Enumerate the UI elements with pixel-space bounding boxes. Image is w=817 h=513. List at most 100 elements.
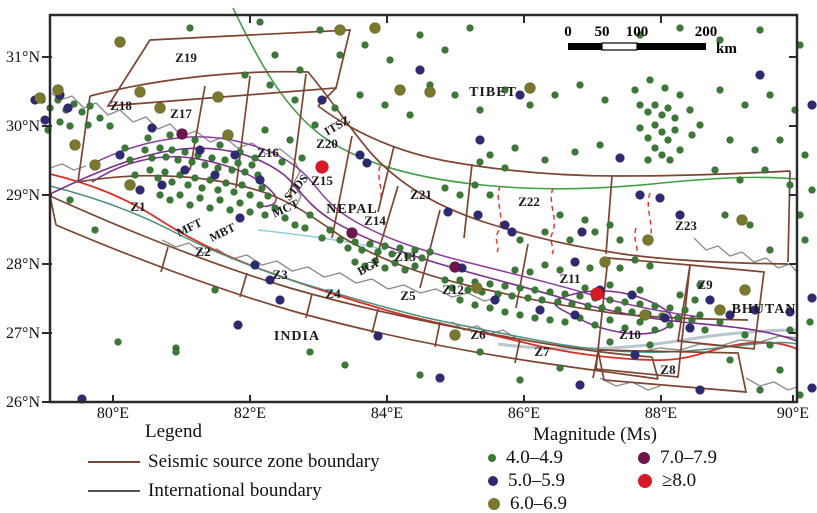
magnitude-range-label: 7.0–7.9: [660, 447, 717, 468]
earthquake-dot-m4: [186, 201, 194, 209]
legend-title: Legend: [145, 421, 202, 442]
earthquake-dot-m6: [124, 179, 136, 191]
earthquake-dot-m4: [161, 168, 169, 176]
zone-label-z16: Z16: [257, 145, 279, 160]
earthquake-dot-m5: [725, 310, 735, 320]
earthquake-dot-m4: [676, 291, 684, 299]
region-label-nepal: NEPAL: [326, 202, 377, 217]
earthquake-dot-m4: [586, 264, 594, 272]
zone-label-z1: Z1: [130, 199, 145, 214]
fault-label-mbt: MBT: [207, 220, 238, 245]
earthquake-dot-m4: [184, 181, 192, 189]
earthquake-dot-m4: [448, 284, 456, 292]
earthquake-dot-m4: [621, 298, 629, 306]
zone-label-z5: Z5: [400, 288, 416, 303]
earthquake-dot-m6: [69, 139, 81, 151]
earthquake-dot-m4: [486, 191, 494, 199]
earthquake-dot-m4: [688, 316, 696, 324]
earthquake-dot-m4: [156, 191, 164, 199]
earthquake-dot-m4: [674, 314, 682, 322]
scale-tick-label: 50: [595, 24, 610, 40]
earthquake-dot-m6: [222, 129, 234, 141]
earthquake-dot-m4: [174, 156, 182, 164]
earthquake-dot-m4: [226, 206, 234, 214]
earthquake-dot-m5: [695, 385, 705, 395]
earthquake-dot-m4: [476, 106, 484, 114]
earthquake-dot-m4: [326, 226, 334, 234]
earthquake-dot-m5: [615, 153, 625, 163]
earthquake-dot-m4: [716, 86, 724, 94]
earthquake-dot-m4: [256, 18, 264, 26]
earthquake-dot-m5: [115, 150, 125, 160]
earthquake-dot-m4: [541, 228, 549, 236]
earthquake-dot-m4: [168, 178, 176, 186]
legend-item-zone-boundary: Seismic source zone boundary: [88, 451, 418, 472]
earthquake-dot-m4: [726, 136, 734, 144]
zone-label-z13: Z13: [394, 249, 416, 264]
earthquake-dot-m4: [644, 156, 652, 164]
earthquake-dot-m4: [636, 300, 644, 308]
region-label-bhutan: BHUTAN: [732, 302, 797, 317]
earthquake-dot-m4: [721, 211, 729, 219]
earthquake-dot-m4: [651, 121, 659, 129]
earthquake-dot-m4: [86, 102, 94, 110]
earthquake-dot-m4: [651, 144, 659, 152]
earthquake-dot-m7: [449, 261, 461, 273]
earthquake-dot-m4: [281, 214, 289, 222]
earthquake-dot-m5: [275, 295, 285, 305]
earthquake-dot-m4: [554, 298, 562, 306]
earthquake-dot-m6: [212, 91, 224, 103]
earthquake-dot-m5: [575, 380, 585, 390]
earthquake-dot-m4: [230, 188, 238, 196]
earthquake-dot-m4: [546, 288, 554, 296]
earthquake-dot-m6: [114, 36, 126, 48]
scale-unit-label: km: [716, 41, 737, 57]
earthquake-dot-m4: [716, 318, 724, 326]
earthquake-dot-m4: [658, 111, 666, 119]
earthquake-dot-m4: [196, 194, 204, 202]
earthquake-dot-m4: [531, 314, 539, 322]
earthquake-dot-m5: [443, 207, 453, 217]
earthquake-dot-m4: [666, 304, 674, 312]
earthquake-dot-m5: [317, 95, 327, 105]
magnitude-item-c1-1: 5.0–5.9: [488, 470, 638, 492]
earthquake-dot-m6: [449, 329, 461, 341]
earthquake-dot-m5: [577, 227, 587, 237]
earthquake-dot-m4: [476, 158, 484, 166]
earthquake-dot-m4: [261, 211, 269, 219]
earthquake-dot-m4: [186, 24, 194, 32]
zone-label-z14: Z14: [364, 213, 386, 228]
earthquake-dot-m5: [230, 150, 240, 160]
red-dashed-faults: [378, 165, 653, 257]
zone-label-z6: Z6: [470, 327, 486, 342]
earthquake-dot-m4: [456, 276, 464, 284]
earthquake-dot-m6: [736, 214, 748, 226]
earthquake-dot-m4: [621, 324, 629, 332]
seismic-zone-boundaries: [49, 29, 791, 393]
earthquake-dot-m5: [807, 100, 817, 110]
earthquake-dot-m5: [63, 103, 73, 113]
earthquake-dot-m4: [676, 24, 684, 32]
earthquake-dot-m4: [508, 292, 516, 300]
zone-label-z8: Z8: [660, 362, 676, 377]
international-boundary-swatch: [88, 490, 140, 492]
earthquake-dot-m7: [346, 227, 358, 239]
earthquake-dot-m5: [195, 145, 205, 155]
magnitude-legend-title: Magnitude (Ms): [533, 424, 658, 445]
earthquake-dot-m4: [524, 294, 532, 302]
earthquake-dot-m4: [206, 176, 214, 184]
earthquake-dot-m4: [306, 348, 314, 356]
earthquake-dot-m4: [331, 104, 339, 112]
earthquake-dot-m4: [216, 196, 224, 204]
earthquake-dot-m4: [581, 284, 589, 292]
earthquake-dot-m5: [660, 313, 670, 323]
zone-label-z23: Z23: [675, 218, 697, 233]
earthquake-dot-m4: [636, 318, 644, 326]
earthquake-dot-m5: [210, 170, 220, 180]
earthquake-dot-m6: [89, 159, 101, 171]
earthquake-dot-m4: [716, 36, 724, 44]
earthquake-dot-m4: [636, 31, 644, 39]
earthquake-dot-m4: [296, 66, 304, 74]
earthquake-dot-m4: [258, 184, 266, 192]
earthquake-dot-m5: [515, 90, 525, 100]
